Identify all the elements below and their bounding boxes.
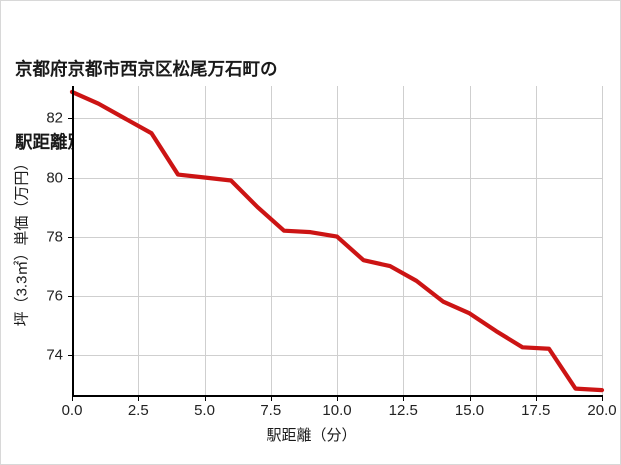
y-axis-spine xyxy=(72,86,74,397)
gridline-vertical xyxy=(270,86,272,396)
x-tick-label: 12.5 xyxy=(388,402,418,419)
plot-area xyxy=(69,86,605,396)
y-tick-label: 76 xyxy=(46,287,63,305)
gridline-vertical xyxy=(204,86,206,396)
gridline-vertical xyxy=(337,86,338,396)
series-line-chart xyxy=(69,89,605,393)
gridline-vertical xyxy=(535,86,537,396)
y-tick-label: 74 xyxy=(46,346,63,364)
x-tick-mark xyxy=(469,397,471,401)
y-tick-label: 78 xyxy=(46,228,63,246)
x-axis-spine xyxy=(72,395,603,397)
y-tick-mark xyxy=(68,236,72,238)
x-tick-label: 15.0 xyxy=(454,402,485,419)
y-tick-mark xyxy=(68,177,72,179)
y-axis-label: 坪（3.3㎡）単価（万円） xyxy=(13,155,31,327)
series-polyline xyxy=(69,89,605,393)
gridline-vertical xyxy=(138,86,140,396)
x-tick-mark xyxy=(403,397,405,401)
x-tick-label: 2.5 xyxy=(127,402,149,419)
x-tick-label: 20.0 xyxy=(587,402,617,419)
x-tick-mark xyxy=(602,397,603,401)
y-tick-label: 80 xyxy=(46,169,63,187)
y-tick-mark xyxy=(68,118,72,120)
y-axis-label-container: 坪（3.3㎡）単価（万円） xyxy=(9,86,33,396)
y-tick-label: 82 xyxy=(46,109,63,127)
gridline-vertical xyxy=(469,86,471,396)
x-tick-mark xyxy=(270,397,272,401)
x-tick-label: 5.0 xyxy=(194,402,215,419)
x-tick-label: 10.0 xyxy=(322,402,352,419)
x-tick-label: 7.5 xyxy=(260,402,282,419)
x-tick-mark xyxy=(204,397,206,401)
x-tick-label: 0.0 xyxy=(61,402,83,419)
title-line-1: 京都府京都市西京区松尾万石町の xyxy=(15,59,278,80)
y-tick-mark xyxy=(68,354,72,356)
y-tick-mark xyxy=(68,295,72,297)
x-tick-mark xyxy=(535,397,537,401)
x-tick-mark xyxy=(138,397,140,401)
x-tick-mark xyxy=(72,397,73,401)
x-tick-label: 17.5 xyxy=(521,402,551,419)
x-axis-label: 駅距離（分） xyxy=(266,427,357,444)
x-tick-mark xyxy=(337,397,338,401)
gridline-vertical xyxy=(602,86,603,396)
gridline-vertical xyxy=(403,86,405,396)
